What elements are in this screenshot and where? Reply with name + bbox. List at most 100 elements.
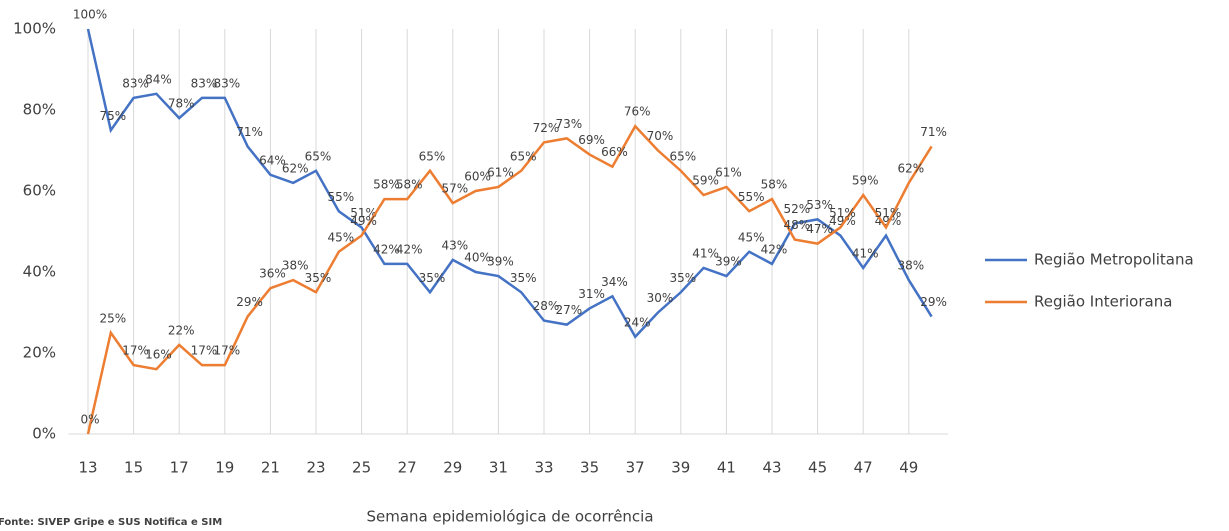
- data-label: 76%: [624, 105, 651, 119]
- data-label: 73%: [555, 117, 582, 131]
- x-tick-label: 43: [762, 459, 781, 477]
- y-tick-label: 0%: [32, 425, 56, 443]
- data-label: 17%: [213, 344, 240, 358]
- x-tick-label: 23: [306, 459, 325, 477]
- x-tick-label: 35: [580, 459, 599, 477]
- data-label: 42%: [761, 242, 788, 256]
- data-label: 0%: [80, 413, 99, 427]
- data-label: 28%: [533, 299, 560, 313]
- data-label: 66%: [601, 145, 628, 159]
- x-tick-label: 33: [534, 459, 553, 477]
- data-label: 35%: [419, 271, 446, 285]
- data-label: 51%: [350, 206, 377, 220]
- data-label: 78%: [168, 97, 195, 111]
- legend-label: Região Metropolitana: [1034, 251, 1194, 269]
- x-tick-label: 41: [717, 459, 736, 477]
- data-label: 53%: [806, 198, 833, 212]
- data-line: [86, 124, 933, 435]
- x-tick-label: 45: [808, 459, 827, 477]
- data-label: 35%: [669, 271, 696, 285]
- data-label: 52%: [783, 202, 810, 216]
- data-label: 83%: [122, 76, 149, 90]
- data-label: 51%: [875, 206, 902, 220]
- data-label: 27%: [555, 303, 582, 317]
- data-label: 17%: [191, 344, 218, 358]
- data-label: 59%: [692, 174, 719, 188]
- data-label: 31%: [578, 287, 605, 301]
- data-label: 38%: [282, 259, 309, 273]
- data-label: 65%: [419, 149, 446, 163]
- data-label: 41%: [692, 246, 719, 260]
- data-label: 64%: [259, 153, 286, 167]
- x-axis-title: Semana epidemiológica de ocorrência: [366, 508, 653, 526]
- data-label: 17%: [122, 344, 149, 358]
- data-label: 42%: [373, 242, 400, 256]
- x-tick-label: 47: [854, 459, 873, 477]
- data-label: 16%: [145, 348, 172, 362]
- data-label: 58%: [396, 178, 423, 192]
- data-label: 35%: [305, 271, 332, 285]
- data-label: 71%: [236, 125, 263, 139]
- data-label: 30%: [647, 291, 674, 305]
- data-label: 45%: [738, 230, 765, 244]
- data-label: 47%: [806, 222, 833, 236]
- x-tick-label: 31: [489, 459, 508, 477]
- data-label: 43%: [441, 238, 468, 252]
- data-label: 42%: [396, 242, 423, 256]
- data-label: 61%: [487, 165, 514, 179]
- data-label: 41%: [852, 246, 879, 260]
- data-label: 49%: [350, 214, 377, 228]
- y-tick-label: 80%: [23, 101, 56, 119]
- data-label: 65%: [305, 149, 332, 163]
- legend-label: Região Interiorana: [1034, 293, 1172, 311]
- data-label: 39%: [715, 255, 742, 269]
- data-label: 40%: [464, 251, 491, 265]
- x-tick-label: 27: [398, 459, 417, 477]
- data-label: 60%: [464, 170, 491, 184]
- y-tick-label: 100%: [13, 20, 56, 38]
- data-label: 58%: [761, 178, 788, 192]
- x-tick-label: 39: [671, 459, 690, 477]
- y-tick-label: 40%: [23, 263, 56, 281]
- data-label: 83%: [213, 76, 240, 90]
- x-tick-label: 29: [443, 459, 462, 477]
- data-label: 62%: [897, 161, 924, 175]
- data-label: 69%: [578, 133, 605, 147]
- data-label: 34%: [601, 275, 628, 289]
- data-label: 51%: [829, 206, 856, 220]
- data-label: 49%: [829, 214, 856, 228]
- x-tick-label: 15: [124, 459, 143, 477]
- source-note: Fonte: SIVEP Gripe e SUS Notifica e SIM: [0, 517, 222, 527]
- data-label: 75%: [99, 109, 126, 123]
- data-label: 55%: [327, 190, 354, 204]
- data-label: 55%: [738, 190, 765, 204]
- data-label: 59%: [852, 174, 879, 188]
- x-tick-label: 17: [170, 459, 189, 477]
- x-tick-label: 21: [261, 459, 280, 477]
- data-label: 48%: [783, 218, 810, 232]
- data-label: 100%: [73, 8, 107, 22]
- data-label: 65%: [510, 149, 537, 163]
- data-label: 29%: [920, 295, 947, 309]
- data-label: 29%: [236, 295, 263, 309]
- data-label: 36%: [259, 267, 286, 281]
- y-tick-label: 20%: [23, 344, 56, 362]
- x-tick-label: 13: [78, 459, 97, 477]
- data-label: 22%: [168, 323, 195, 337]
- data-label: 83%: [191, 76, 218, 90]
- data-label: 25%: [99, 311, 126, 325]
- data-label: 38%: [897, 259, 924, 273]
- data-label: 24%: [624, 315, 651, 329]
- x-tick-label: 19: [215, 459, 234, 477]
- data-line: [86, 28, 933, 339]
- data-label: 57%: [441, 182, 468, 196]
- data-label: 84%: [145, 72, 172, 86]
- x-tick-label: 37: [626, 459, 645, 477]
- data-label: 65%: [669, 149, 696, 163]
- data-label: 39%: [487, 255, 514, 269]
- data-label: 45%: [327, 230, 354, 244]
- data-label: 61%: [715, 165, 742, 179]
- data-label: 71%: [920, 125, 947, 139]
- data-label: 58%: [373, 178, 400, 192]
